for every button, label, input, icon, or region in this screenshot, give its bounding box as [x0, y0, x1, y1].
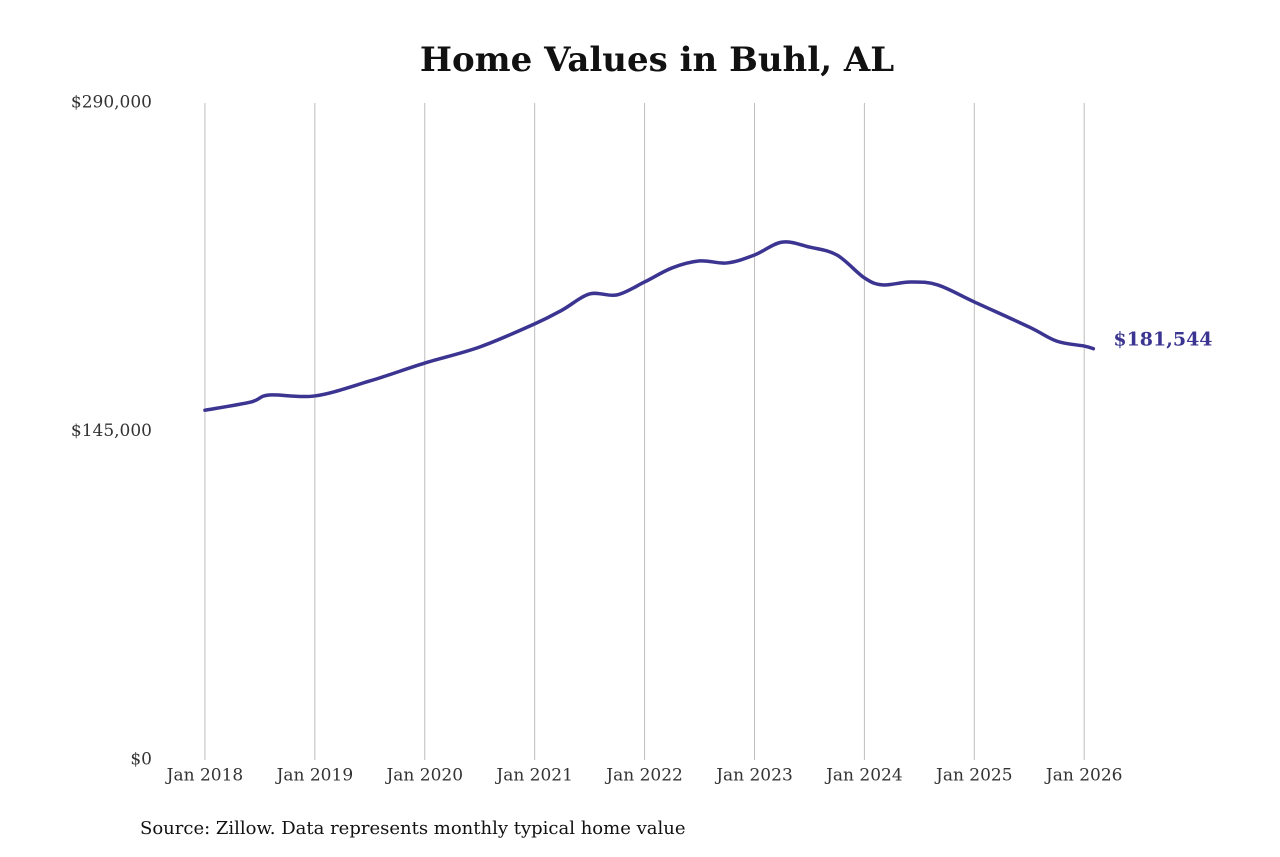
y-tick-label: $290,000	[71, 93, 152, 113]
x-tick-label: Jan 2018	[165, 766, 244, 786]
x-tick-label: Jan 2019	[275, 766, 354, 786]
value-label: $181,544	[1113, 329, 1212, 351]
source-note: Source: Zillow. Data represents monthly …	[140, 818, 686, 839]
x-tick-label: Jan 2021	[494, 766, 573, 786]
y-tick-label: $145,000	[71, 421, 152, 441]
x-tick-label: Jan 2023	[714, 766, 793, 786]
x-tick-label: Jan 2024	[824, 766, 903, 786]
y-tick-label: $0	[130, 750, 152, 770]
x-tick-label: Jan 2020	[384, 766, 463, 786]
x-tick-label: Jan 2026	[1044, 766, 1123, 786]
data-line	[203, 240, 1096, 412]
x-tick-label: Jan 2025	[934, 766, 1013, 786]
x-tick-label: Jan 2022	[604, 766, 683, 786]
chart-title: Home Values in Buhl, AL	[420, 40, 894, 80]
